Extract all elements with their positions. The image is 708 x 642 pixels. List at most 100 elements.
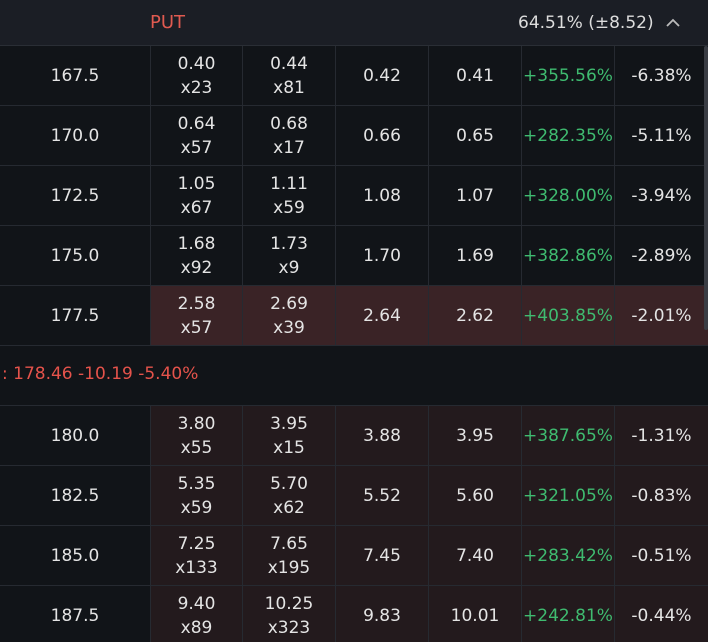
pct: -2.89% bbox=[631, 245, 692, 266]
option-row[interactable]: 187.5 9.40 x89 10.25 x323 9.83 10.01 +242.81% -0… bbox=[0, 586, 708, 642]
cell: 1.05 x67 bbox=[150, 166, 242, 225]
collapse-button[interactable] bbox=[664, 14, 682, 32]
cell: 1.08 bbox=[335, 166, 428, 225]
bid: 9.40 bbox=[177, 593, 216, 614]
option-row[interactable]: 170.0 0.64 x57 0.68 x17 0.66 0.65 +282.35% -5.11… bbox=[0, 106, 708, 166]
cell: 182.5 bbox=[0, 466, 150, 525]
pct: -3.94% bbox=[631, 185, 692, 206]
cell: -0.83% bbox=[614, 466, 708, 525]
bid-size: x92 bbox=[180, 257, 213, 278]
change-pct: +242.81% bbox=[523, 605, 613, 626]
bid: 1.68 bbox=[177, 233, 216, 254]
cell: +355.56% bbox=[521, 46, 614, 105]
cell: 187.5 bbox=[0, 586, 150, 642]
option-row[interactable]: 172.5 1.05 x67 1.11 x59 1.08 1.07 +328.00% -3.94… bbox=[0, 166, 708, 226]
cell: 177.5 bbox=[0, 286, 150, 345]
last: 1.07 bbox=[456, 185, 494, 206]
ask: 0.68 bbox=[270, 113, 308, 134]
cell: 0.44 x81 bbox=[242, 46, 335, 105]
cell: 0.64 x57 bbox=[150, 106, 242, 165]
cell: 1.11 x59 bbox=[242, 166, 335, 225]
option-row[interactable]: 185.0 7.25 x133 7.65 x195 7.45 7.40 +283.42% -0.… bbox=[0, 526, 708, 586]
pct: -2.01% bbox=[631, 305, 692, 326]
cell: 1.68 x92 bbox=[150, 226, 242, 285]
bid: 2.58 bbox=[177, 293, 216, 314]
change-pct: +321.05% bbox=[523, 485, 613, 506]
cell: 172.5 bbox=[0, 166, 150, 225]
strike: 172.5 bbox=[50, 185, 100, 206]
bid: 0.64 bbox=[177, 113, 216, 134]
cell: -6.38% bbox=[614, 46, 708, 105]
cell: 3.88 bbox=[335, 406, 428, 465]
bid: 5.35 bbox=[177, 473, 216, 494]
pct: -6.38% bbox=[631, 65, 692, 86]
ask-size: x62 bbox=[273, 497, 305, 518]
header: PUT 64.51% (±8.52) bbox=[0, 0, 708, 46]
cell: 5.35 x59 bbox=[150, 466, 242, 525]
cell: +328.00% bbox=[521, 166, 614, 225]
ask-size: x323 bbox=[267, 617, 311, 638]
change-pct: +328.00% bbox=[523, 185, 613, 206]
cell: 0.66 bbox=[335, 106, 428, 165]
option-row[interactable]: 182.5 5.35 x59 5.70 x62 5.52 5.60 +321.05% -0.83… bbox=[0, 466, 708, 526]
option-row[interactable]: 167.5 0.40 x23 0.44 x81 0.42 0.41 +355.56% -6.38… bbox=[0, 46, 708, 106]
cell: -0.51% bbox=[614, 526, 708, 585]
mid: 2.64 bbox=[363, 305, 401, 326]
strike: 180.0 bbox=[50, 425, 100, 446]
strike: 175.0 bbox=[50, 245, 100, 266]
option-row[interactable]: 177.5 2.58 x57 2.69 x39 2.64 2.62 +403.85% -2.01… bbox=[0, 286, 708, 346]
cell: 0.68 x17 bbox=[242, 106, 335, 165]
cell: 5.52 bbox=[335, 466, 428, 525]
cell: -3.94% bbox=[614, 166, 708, 225]
bid: 1.05 bbox=[177, 173, 216, 194]
cell: 10.25 x323 bbox=[242, 586, 335, 642]
last: 1.69 bbox=[456, 245, 494, 266]
ask: 10.25 bbox=[264, 593, 314, 614]
side-label: PUT bbox=[150, 12, 186, 33]
cell: -1.31% bbox=[614, 406, 708, 465]
cell: 7.25 x133 bbox=[150, 526, 242, 585]
bid-size: x67 bbox=[180, 197, 213, 218]
implied-volatility: 64.51% (±8.52) bbox=[518, 13, 654, 33]
bid-size: x55 bbox=[180, 437, 213, 458]
cell: 167.5 bbox=[0, 46, 150, 105]
cell: 9.83 bbox=[335, 586, 428, 642]
cell: 3.95 x15 bbox=[242, 406, 335, 465]
bid-size: x57 bbox=[180, 317, 213, 338]
bid-size: x23 bbox=[180, 77, 213, 98]
last: 7.40 bbox=[456, 545, 494, 566]
scrollbar[interactable] bbox=[704, 46, 708, 330]
cell: 3.95 bbox=[428, 406, 521, 465]
cell: +382.86% bbox=[521, 226, 614, 285]
cell: 0.65 bbox=[428, 106, 521, 165]
last: 5.60 bbox=[456, 485, 494, 506]
pct: -0.44% bbox=[631, 605, 692, 626]
ask: 2.69 bbox=[270, 293, 308, 314]
bid: 0.40 bbox=[177, 53, 216, 74]
cell: 0.40 x23 bbox=[150, 46, 242, 105]
mid: 1.08 bbox=[363, 185, 401, 206]
option-row[interactable]: 175.0 1.68 x92 1.73 x9 1.70 1.69 +382.86% -2.89% bbox=[0, 226, 708, 286]
strike: 185.0 bbox=[50, 545, 100, 566]
change-pct: +282.35% bbox=[523, 125, 613, 146]
change-pct: +382.86% bbox=[523, 245, 613, 266]
option-row[interactable]: 180.0 3.80 x55 3.95 x15 3.88 3.95 +387.65% -1.31… bbox=[0, 406, 708, 466]
cell: 2.62 bbox=[428, 286, 521, 345]
pct: -0.51% bbox=[631, 545, 692, 566]
ask-size: x81 bbox=[273, 77, 305, 98]
cell: -2.01% bbox=[614, 286, 708, 345]
pct: -0.83% bbox=[631, 485, 692, 506]
cell: +282.35% bbox=[521, 106, 614, 165]
mid: 3.88 bbox=[363, 425, 401, 446]
cell: 9.40 x89 bbox=[150, 586, 242, 642]
ask: 0.44 bbox=[270, 53, 308, 74]
cell: -2.89% bbox=[614, 226, 708, 285]
cell: 2.64 bbox=[335, 286, 428, 345]
cell: 1.70 bbox=[335, 226, 428, 285]
last: 0.41 bbox=[456, 65, 494, 86]
mid: 5.52 bbox=[363, 485, 401, 506]
ask: 3.95 bbox=[270, 413, 308, 434]
change-pct: +355.56% bbox=[523, 65, 613, 86]
bid-size: x133 bbox=[175, 557, 218, 578]
cell: -5.11% bbox=[614, 106, 708, 165]
